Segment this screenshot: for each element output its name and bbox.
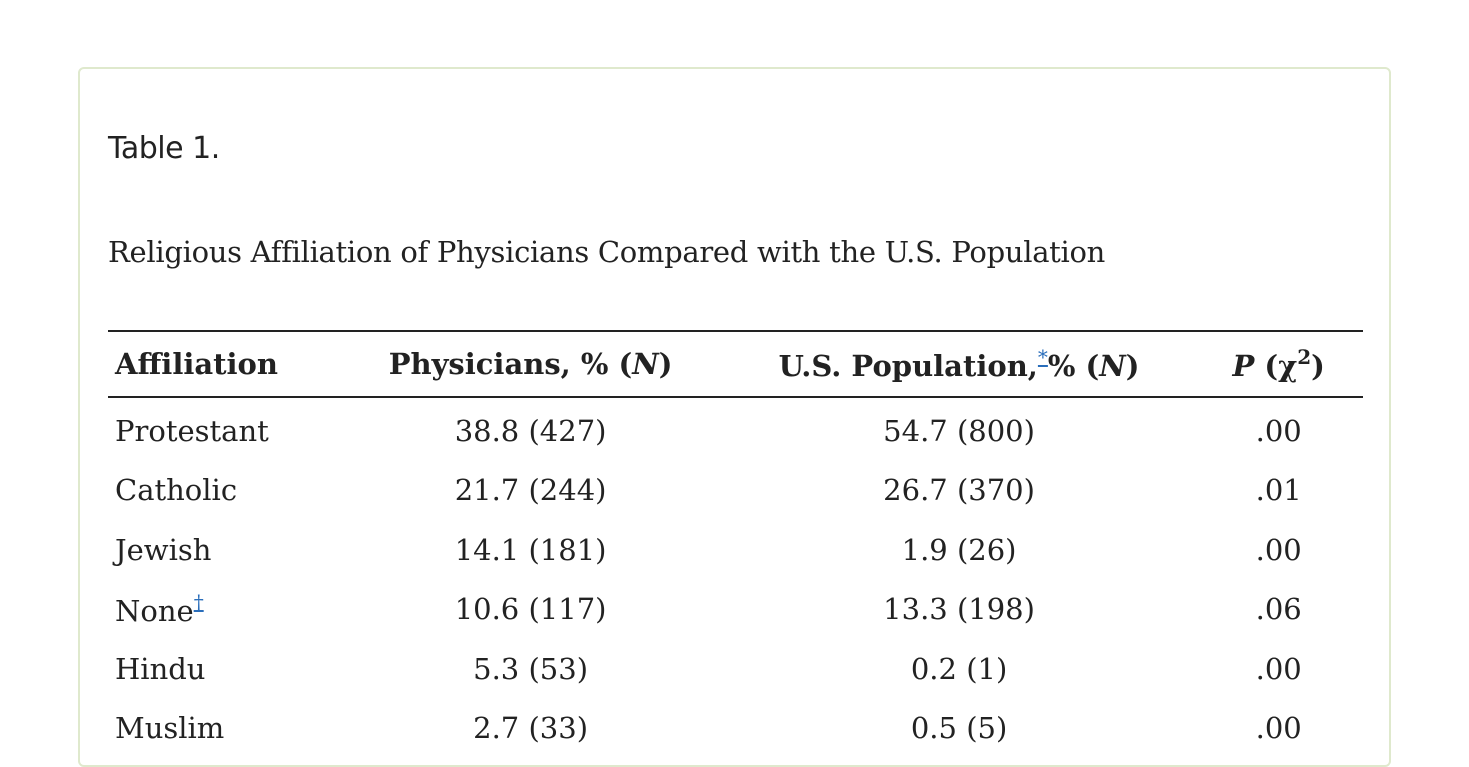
cell-p-value: .00 <box>1255 413 1302 448</box>
cell-us-population: 1.9 (26) <box>901 532 1017 567</box>
header-physicians: Physicians, % (N) <box>337 330 724 398</box>
table-label: Table 1. <box>108 131 220 166</box>
footnote-link-star[interactable]: * <box>1037 345 1048 369</box>
cell-us-population: 13.3 (198) <box>883 592 1035 627</box>
table-row: Hindu 5.3 (53) 0.2 (1) .00 <box>108 639 1363 699</box>
header-affiliation: Affiliation <box>108 330 338 398</box>
cell-affiliation: Catholic <box>115 473 238 508</box>
cell-p-value: .06 <box>1255 592 1302 627</box>
cell-p-value: .00 <box>1255 711 1302 746</box>
header-us-population: U.S. Population,*% (N) <box>723 330 1195 398</box>
table-row: Catholic 21.7 (244) 26.7 (370) .01 <box>108 461 1363 521</box>
footnote-link-dagger[interactable]: † <box>193 590 204 615</box>
cell-affiliation: Protestant <box>115 413 269 448</box>
table-panel <box>78 67 1391 767</box>
cell-p-value: .01 <box>1255 473 1302 508</box>
cell-p-value: .00 <box>1255 532 1302 567</box>
cell-affiliation: None† <box>115 590 204 629</box>
header-p-value: P (χ2) <box>1194 330 1363 398</box>
cell-p-value: .00 <box>1255 651 1302 686</box>
cell-affiliation: Muslim <box>115 711 225 746</box>
cell-physicians: 14.1 (181) <box>454 532 607 567</box>
table-title: Religious Affiliation of Physicians Comp… <box>108 235 1106 269</box>
cell-us-population: 0.2 (1) <box>910 651 1008 686</box>
table-header-row: Affiliation Physicians, % (N) U.S. Popul… <box>108 330 1363 398</box>
cell-affiliation: Hindu <box>115 651 206 686</box>
cell-us-population: 26.7 (370) <box>883 473 1035 508</box>
table-row: Jewish 14.1 (181) 1.9 (26) .00 <box>108 520 1363 580</box>
cell-physicians: 10.6 (117) <box>454 592 607 627</box>
cell-us-population: 54.7 (800) <box>883 413 1035 448</box>
cell-physicians: 5.3 (53) <box>473 651 589 686</box>
table-row: None† 10.6 (117) 13.3 (198) .06 <box>108 580 1363 640</box>
cell-physicians: 21.7 (244) <box>454 473 607 508</box>
cell-physicians: 38.8 (427) <box>454 413 607 448</box>
cell-physicians: 2.7 (33) <box>473 711 589 746</box>
affiliation-table: Affiliation Physicians, % (N) U.S. Popul… <box>108 330 1363 758</box>
table-row: Protestant 38.8 (427) 54.7 (800) .00 <box>108 397 1363 461</box>
cell-affiliation: Jewish <box>115 532 212 567</box>
cell-us-population: 0.5 (5) <box>910 711 1008 746</box>
table-row: Muslim 2.7 (33) 0.5 (5) .00 <box>108 699 1363 759</box>
